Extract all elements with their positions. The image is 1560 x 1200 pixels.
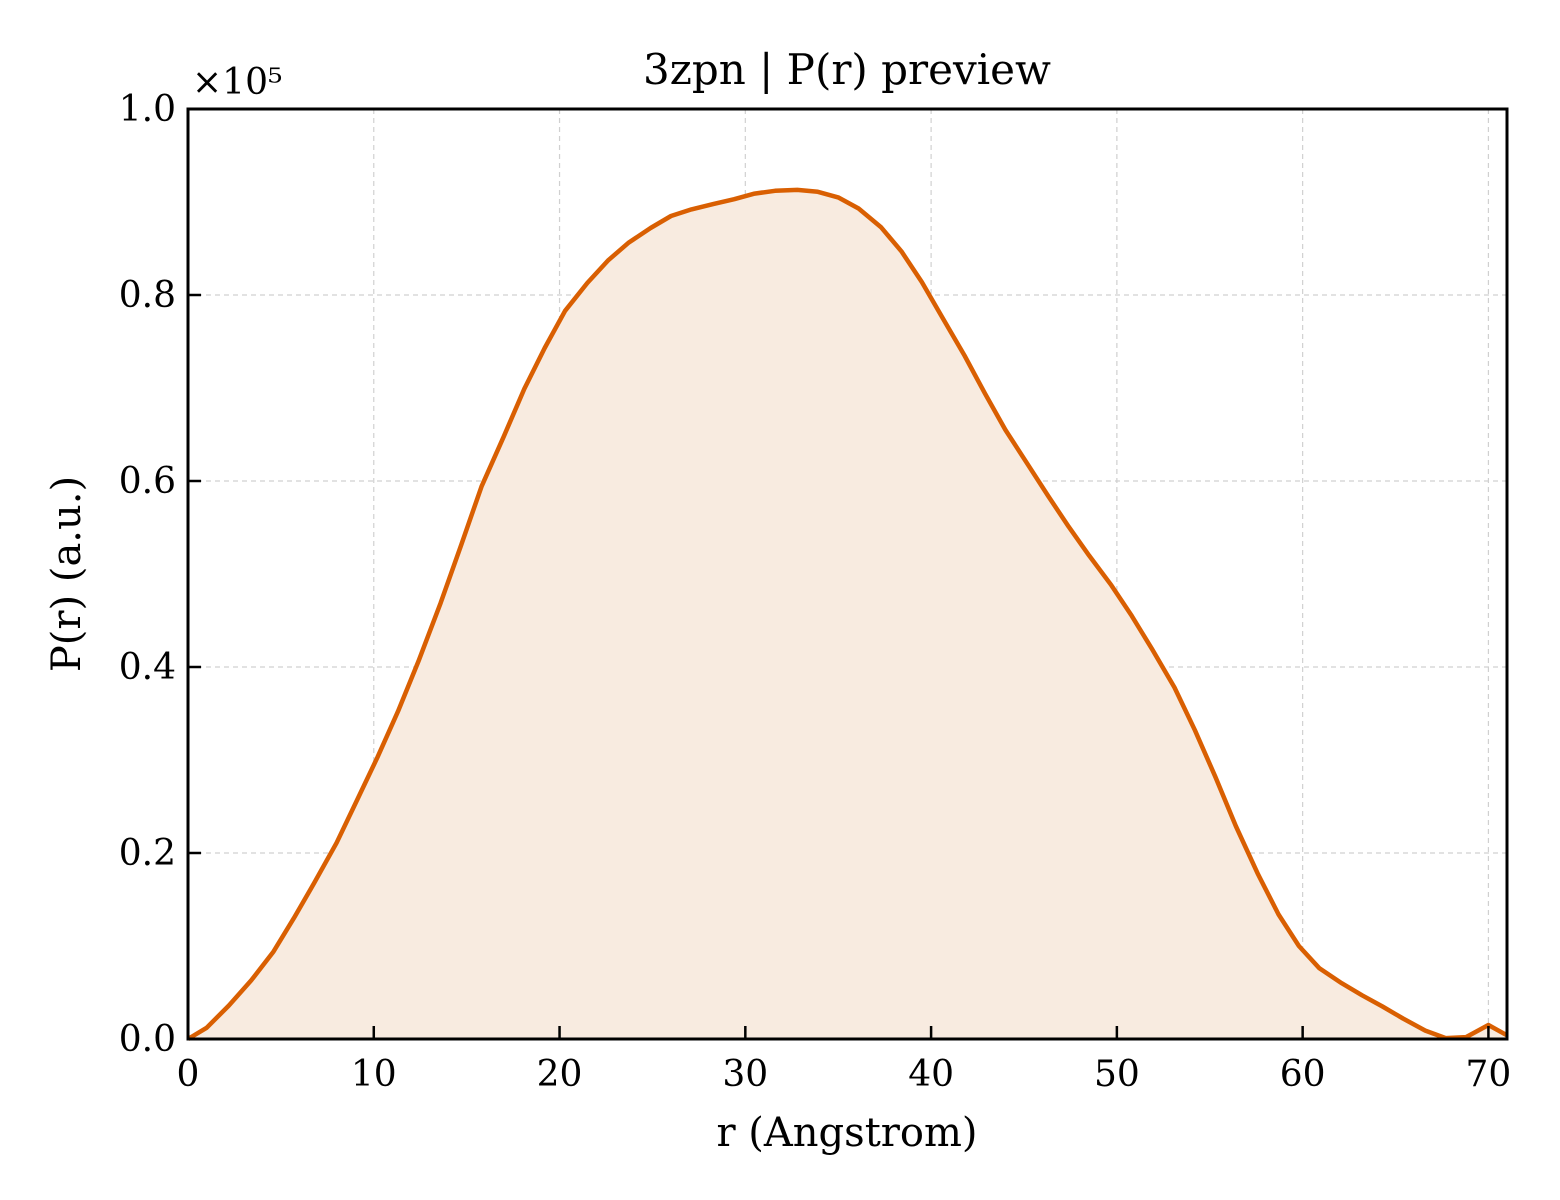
x-tick-label: 30 bbox=[722, 1054, 768, 1095]
x-tick-label: 40 bbox=[908, 1054, 954, 1095]
y-tick-label: 0.2 bbox=[119, 833, 176, 874]
x-tick-label: 0 bbox=[177, 1054, 200, 1095]
chart-title: 3zpn | P(r) preview bbox=[643, 45, 1051, 94]
y-tick-label: 0.4 bbox=[119, 647, 176, 688]
x-tick-label: 20 bbox=[537, 1054, 583, 1095]
plot-frame bbox=[186, 107, 1509, 1041]
x-tick-label: 70 bbox=[1466, 1054, 1512, 1095]
series-line bbox=[186, 187, 1509, 1041]
area-fill bbox=[188, 189, 1507, 1039]
y-scale-label: ×10⁵ bbox=[192, 62, 282, 103]
x-tick-label: 60 bbox=[1280, 1054, 1326, 1095]
y-tick-label: 0.0 bbox=[119, 1019, 176, 1060]
y-axis-label: P(r) (a.u.) bbox=[44, 476, 90, 672]
ticks: 0 10 20 30 40 50 60 70 0.0 0.2 0.4 0.6 0.8 1.0 bbox=[119, 89, 1512, 1095]
y-tick-label: 1.0 bbox=[119, 89, 176, 130]
y-tick-label: 0.6 bbox=[119, 461, 176, 502]
y-tick-label: 0.8 bbox=[119, 275, 176, 316]
x-axis-label: r (Angstrom) bbox=[716, 1110, 977, 1156]
x-tick-label: 50 bbox=[1094, 1054, 1140, 1095]
x-tick-label: 10 bbox=[351, 1054, 397, 1095]
